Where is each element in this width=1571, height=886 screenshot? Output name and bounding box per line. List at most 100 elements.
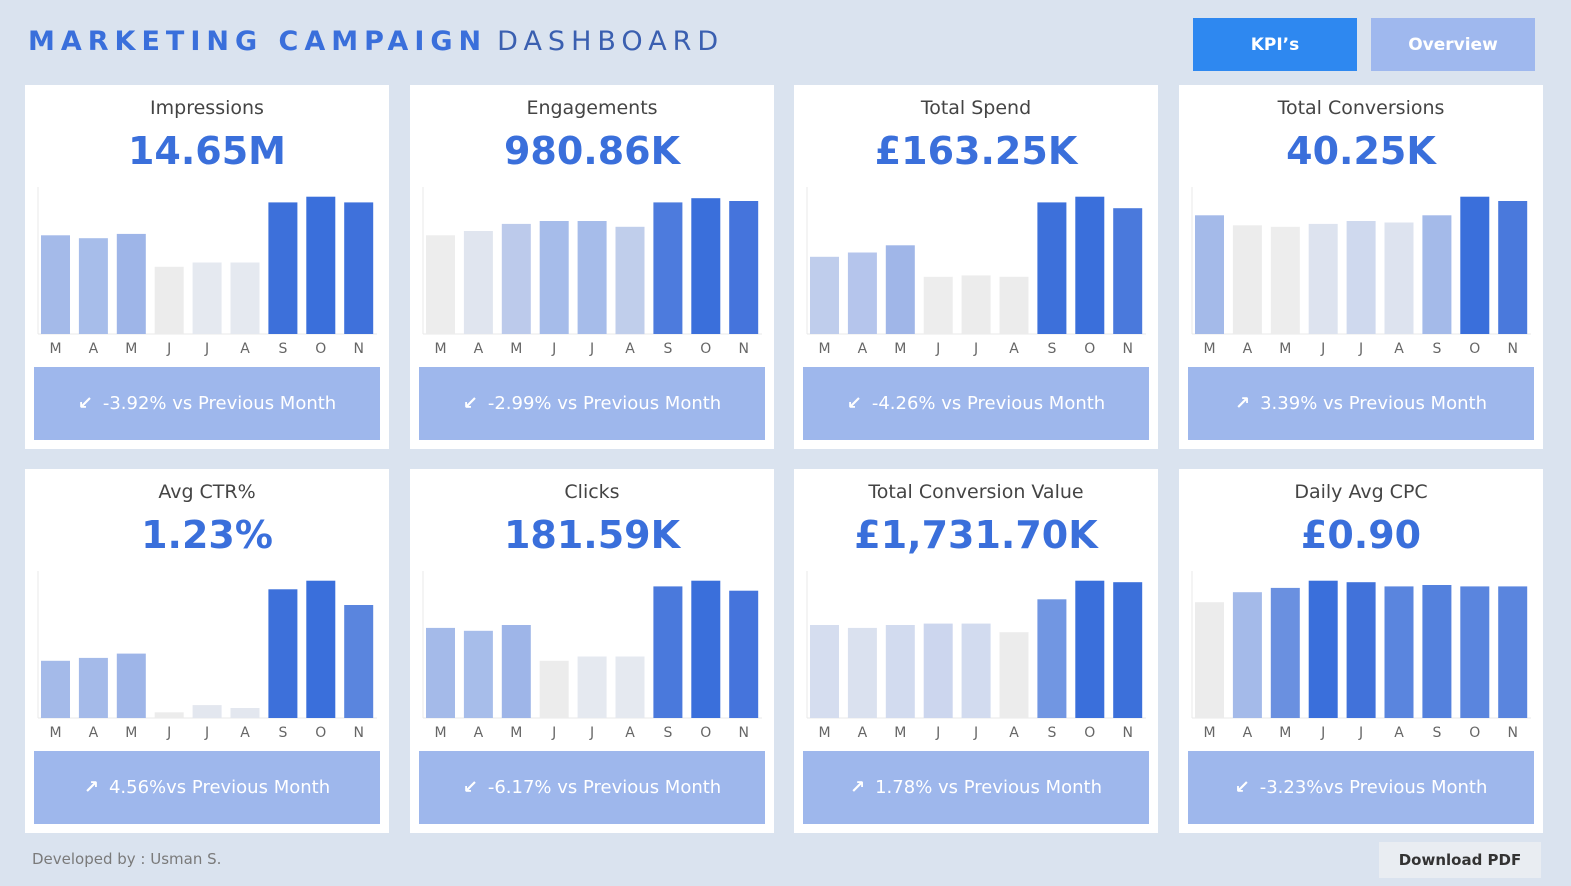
bar[interactable] — [1037, 599, 1067, 718]
delta-banner[interactable]: ↗ 3.39% vs Previous Month — [1188, 367, 1534, 440]
bar[interactable] — [463, 630, 493, 718]
bar[interactable] — [1346, 582, 1376, 718]
bar[interactable] — [1384, 222, 1414, 335]
bar[interactable] — [961, 275, 991, 334]
kpi-card: Daily Avg CPC £0.90 M A M J J A S O N ↙ -3.23%vs Pre… — [1179, 469, 1543, 833]
bar[interactable] — [729, 590, 759, 718]
bar[interactable] — [78, 657, 108, 718]
x-tick-label: J — [204, 341, 209, 357]
delta-banner[interactable]: ↙ -2.99% vs Previous Month — [419, 367, 765, 440]
bar[interactable] — [426, 235, 455, 334]
dashboard-title: MARKETING CAMPAIGN DASHBOARD — [28, 26, 724, 57]
x-tick-label: N — [1507, 725, 1517, 741]
bar[interactable] — [306, 580, 336, 718]
delta-text: 4.56%vs Previous Month — [108, 777, 331, 798]
x-tick-label: M — [510, 341, 522, 357]
bar[interactable] — [885, 625, 915, 718]
bar[interactable] — [847, 627, 877, 718]
bar[interactable] — [1498, 201, 1528, 334]
delta-banner[interactable]: ↙ -6.17% vs Previous Month — [419, 751, 765, 824]
delta-banner[interactable]: ↙ -3.92% vs Previous Month — [34, 367, 380, 440]
bar[interactable] — [577, 221, 607, 334]
bar[interactable] — [885, 245, 915, 334]
bar[interactable] — [463, 231, 493, 334]
arrow-down-left-icon: ↙ — [77, 393, 93, 414]
bar[interactable] — [1195, 215, 1224, 334]
bar[interactable] — [426, 627, 455, 718]
x-tick-label: J — [204, 725, 209, 741]
bar[interactable] — [999, 632, 1029, 718]
bar[interactable] — [810, 625, 839, 718]
bar[interactable] — [999, 276, 1029, 334]
bar[interactable] — [268, 202, 298, 334]
bar[interactable] — [1346, 221, 1376, 334]
delta-banner[interactable]: ↙ -3.23%vs Previous Month — [1188, 751, 1534, 824]
kpis-button[interactable]: KPI’s — [1193, 18, 1357, 71]
bar[interactable] — [192, 705, 222, 718]
bar[interactable] — [1113, 208, 1143, 334]
bar[interactable] — [501, 223, 531, 334]
bar[interactable] — [847, 252, 877, 335]
bar[interactable] — [615, 656, 645, 719]
x-tick-label: A — [474, 725, 484, 741]
bar[interactable] — [501, 625, 531, 718]
bar[interactable] — [1460, 196, 1490, 334]
bar[interactable] — [1075, 580, 1105, 718]
bar[interactable] — [1460, 586, 1490, 718]
bar[interactable] — [306, 196, 336, 334]
x-tick-label: O — [315, 341, 326, 357]
bar[interactable] — [961, 623, 991, 718]
bar[interactable] — [116, 653, 146, 718]
overview-button[interactable]: Overview — [1371, 18, 1535, 71]
bar[interactable] — [1422, 585, 1452, 718]
bar[interactable] — [923, 623, 953, 718]
bar[interactable] — [41, 660, 70, 718]
delta-banner[interactable]: ↗ 4.56%vs Previous Month — [34, 751, 380, 824]
bar[interactable] — [1232, 225, 1262, 334]
delta-banner[interactable]: ↙ -4.26% vs Previous Month — [803, 367, 1149, 440]
bar[interactable] — [230, 262, 260, 335]
bar[interactable] — [539, 221, 569, 334]
bar[interactable] — [344, 202, 374, 334]
bar[interactable] — [1037, 202, 1067, 334]
bar[interactable] — [1308, 223, 1338, 334]
delta-text: -3.23%vs Previous Month — [1259, 777, 1488, 798]
bar[interactable] — [1308, 580, 1338, 718]
bar[interactable] — [810, 256, 839, 334]
bar[interactable] — [41, 235, 70, 334]
bar[interactable] — [1113, 582, 1143, 718]
bar[interactable] — [1195, 602, 1224, 718]
bar[interactable] — [577, 656, 607, 719]
bar[interactable] — [1075, 196, 1105, 334]
bar[interactable] — [1270, 226, 1300, 335]
bar[interactable] — [1232, 592, 1262, 718]
bar[interactable] — [230, 708, 260, 718]
delta-text: -3.92% vs Previous Month — [102, 393, 337, 414]
x-tick-label: J — [589, 341, 594, 357]
bar[interactable] — [691, 580, 721, 718]
bar[interactable] — [729, 201, 759, 334]
bar[interactable] — [1384, 586, 1414, 718]
x-tick-label: S — [1047, 341, 1056, 357]
delta-banner[interactable]: ↗ 1.78% vs Previous Month — [803, 751, 1149, 824]
bar[interactable] — [1270, 587, 1300, 718]
bar[interactable] — [539, 660, 569, 718]
bar[interactable] — [344, 605, 374, 718]
bar[interactable] — [691, 198, 721, 334]
bar[interactable] — [78, 238, 108, 334]
download-pdf-button[interactable]: Download PDF — [1379, 842, 1541, 878]
bar[interactable] — [1422, 215, 1452, 334]
bar[interactable] — [923, 276, 953, 334]
bar[interactable] — [653, 202, 683, 334]
bar[interactable] — [116, 233, 146, 334]
kpi-card: Clicks 181.59K M A M J J A S O N ↙ -6.17% vs Previou… — [410, 469, 774, 833]
bar[interactable] — [1498, 586, 1528, 718]
kpi-title: Total Conversion Value — [868, 481, 1084, 503]
bar[interactable] — [615, 226, 645, 335]
bar[interactable] — [154, 712, 184, 718]
bar[interactable] — [653, 586, 683, 718]
bar[interactable] — [154, 266, 184, 334]
bar[interactable] — [192, 262, 222, 335]
bar[interactable] — [268, 589, 298, 718]
